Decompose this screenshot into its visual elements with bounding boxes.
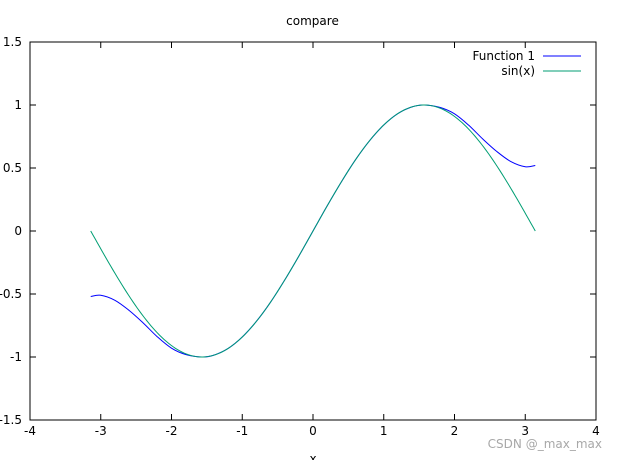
legend-label-2: sin(x) xyxy=(501,64,535,78)
x-tick-label: -3 xyxy=(95,424,107,438)
x-tick-label: 2 xyxy=(451,424,459,438)
y-tick-label: 1 xyxy=(14,98,22,112)
y-tick-label: -0.5 xyxy=(0,287,22,301)
x-tick-label: -4 xyxy=(24,424,36,438)
y-tick-label: 0 xyxy=(14,224,22,238)
y-tick-label: -1 xyxy=(10,350,22,364)
watermark: CSDN @_max_max xyxy=(488,437,602,451)
x-axis-label: x xyxy=(309,452,316,460)
chart-title: compare xyxy=(286,14,339,28)
x-tick-label: 4 xyxy=(592,424,600,438)
x-tick-label: 0 xyxy=(309,424,317,438)
legend-label-1: Function 1 xyxy=(473,49,536,63)
y-tick-label: 0.5 xyxy=(3,161,22,175)
series-line-2 xyxy=(90,104,536,358)
series-lines xyxy=(90,104,536,358)
y-tick-label: -1.5 xyxy=(0,413,22,427)
x-tick-label: 3 xyxy=(521,424,529,438)
x-tick-label: -2 xyxy=(166,424,178,438)
x-tick-label: 1 xyxy=(380,424,388,438)
x-tick-label: -1 xyxy=(236,424,248,438)
y-tick-label: 1.5 xyxy=(3,35,22,49)
tick-group: -4 -3 -2 -1 0 1 2 3 4 -1.5 -1 -0.5 0 0.5 1 1.5 xyxy=(0,35,600,438)
